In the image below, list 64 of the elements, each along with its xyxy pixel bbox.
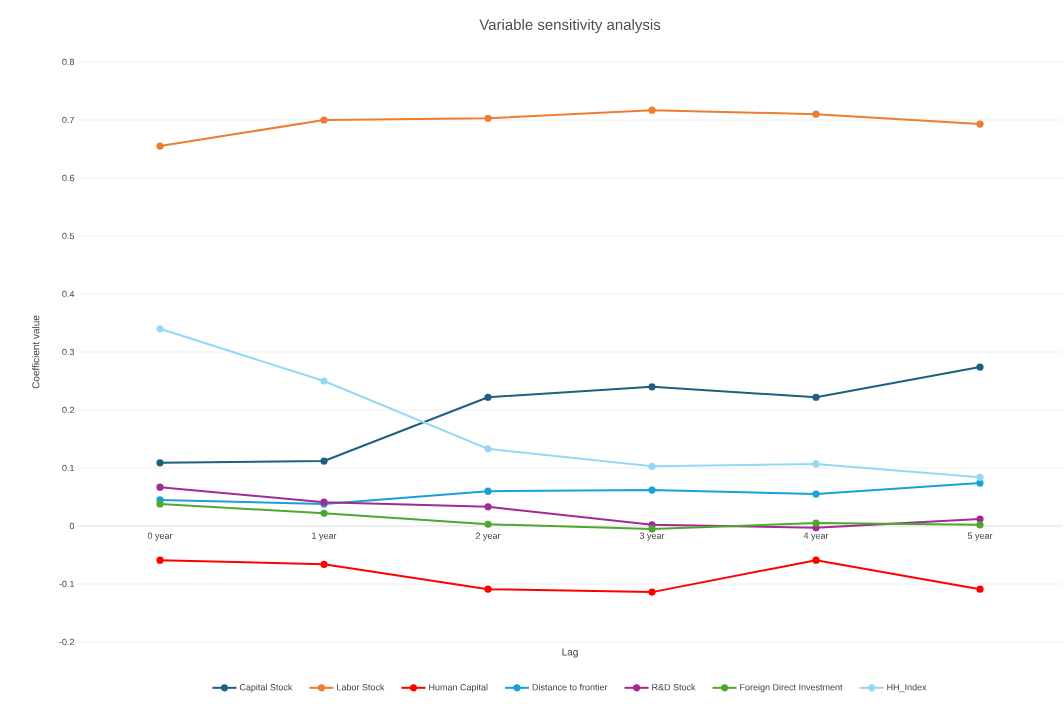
y-tick-label: -0.1 bbox=[59, 580, 75, 588]
point bbox=[320, 509, 328, 517]
point bbox=[648, 486, 656, 494]
point bbox=[484, 487, 492, 495]
legend-label: HH_Index bbox=[887, 683, 927, 693]
point bbox=[976, 473, 984, 481]
point bbox=[484, 520, 492, 528]
legend-label: R&D Stock bbox=[652, 683, 696, 691]
y-axis-title: Coefficient value bbox=[32, 315, 40, 389]
y-tick-label: 0.6 bbox=[62, 174, 75, 182]
point bbox=[648, 383, 656, 391]
point bbox=[484, 393, 492, 401]
x-axis-title: Lag bbox=[562, 648, 578, 658]
y-tick-label: -0.2 bbox=[59, 638, 75, 646]
point bbox=[812, 393, 820, 401]
legend-label: Distance to frontier bbox=[532, 683, 608, 691]
point bbox=[812, 490, 820, 498]
point bbox=[156, 500, 164, 508]
x-tick-label: 3 year bbox=[639, 532, 665, 541]
point bbox=[320, 560, 328, 568]
point bbox=[976, 363, 984, 371]
point bbox=[156, 325, 164, 333]
point bbox=[484, 114, 492, 122]
point bbox=[812, 460, 820, 468]
point bbox=[812, 110, 820, 118]
point bbox=[320, 457, 328, 465]
y-tick-label: 0 bbox=[69, 522, 75, 530]
point bbox=[976, 120, 984, 128]
point bbox=[156, 483, 164, 491]
y-tick-label: 0.2 bbox=[62, 406, 75, 414]
point bbox=[976, 479, 984, 487]
legend-label: Human Capital bbox=[429, 683, 488, 693]
x-tick-label: 4 year bbox=[803, 532, 829, 541]
legend-label: Foreign Direct Investment bbox=[740, 683, 843, 693]
y-tick-label: 0.7 bbox=[62, 116, 75, 124]
point bbox=[648, 106, 656, 114]
chart-title: Variable sensitivity analysis bbox=[479, 19, 661, 33]
legend-label: Capital Stock bbox=[239, 683, 293, 693]
legend-label: Labor Stock bbox=[337, 683, 385, 691]
point bbox=[484, 503, 492, 511]
point bbox=[812, 556, 820, 564]
y-tick-label: 0.1 bbox=[62, 464, 75, 472]
point bbox=[156, 459, 164, 467]
y-tick-label: 0.4 bbox=[62, 290, 75, 298]
y-tick-label: 0.5 bbox=[62, 232, 75, 240]
point bbox=[156, 142, 164, 150]
y-tick-label: 0.8 bbox=[62, 58, 75, 66]
point bbox=[648, 525, 656, 533]
point bbox=[976, 515, 984, 523]
point bbox=[156, 556, 164, 564]
x-tick-label: 0 year bbox=[147, 532, 173, 541]
y-tick-label: 0.3 bbox=[62, 348, 75, 356]
point bbox=[976, 585, 984, 593]
point bbox=[320, 116, 328, 124]
x-tick-label: 1 year bbox=[312, 532, 337, 541]
x-tick-label: 5 year bbox=[967, 532, 993, 541]
x-tick-label: 2 year bbox=[475, 532, 501, 541]
point bbox=[976, 521, 984, 529]
point bbox=[484, 585, 492, 593]
point bbox=[648, 588, 656, 596]
point bbox=[484, 445, 492, 453]
point bbox=[648, 462, 656, 470]
point bbox=[812, 519, 820, 527]
point bbox=[320, 377, 328, 385]
